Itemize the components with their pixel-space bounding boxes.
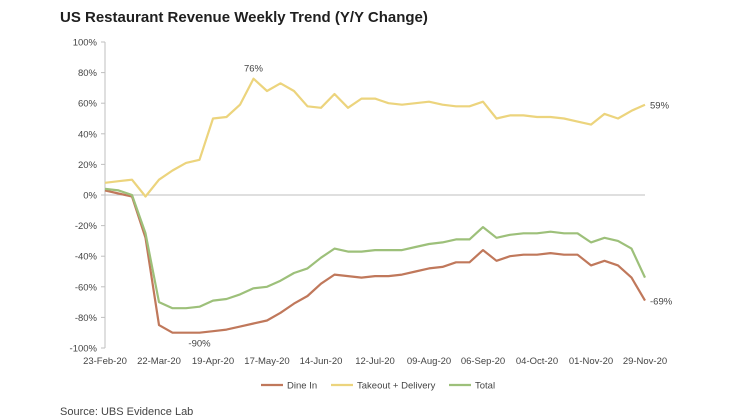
y-tick-label: -100% <box>70 344 98 355</box>
annotation-layer: 76% 59% -90% -69% <box>188 64 672 350</box>
legend-label: Dine In <box>287 381 317 392</box>
y-tick-label: -60% <box>75 282 98 293</box>
legend-item: Total <box>449 381 495 392</box>
x-tick-label: 04-Oct-20 <box>516 356 558 367</box>
legend: Dine In Takeout + Delivery Total <box>261 381 495 392</box>
series-layer <box>104 77 646 334</box>
data-label: -90% <box>188 339 211 350</box>
x-tick-label: 09-Aug-20 <box>407 356 451 367</box>
legend-label: Total <box>475 381 495 392</box>
x-tick-label: 12-Jul-20 <box>355 356 395 367</box>
y-tick-label: 0% <box>83 191 97 202</box>
data-label: 76% <box>244 64 264 75</box>
chart-title: US Restaurant Revenue Weekly Trend (Y/Y … <box>60 9 428 26</box>
y-tick-label: 100% <box>73 38 98 49</box>
series-line-takeout-delivery <box>104 77 646 198</box>
y-tick-label: -40% <box>75 252 98 263</box>
series-line-dine-in <box>104 189 646 334</box>
data-label: 59% <box>650 101 670 112</box>
data-label: -69% <box>650 297 673 308</box>
source-note: Source: UBS Evidence Lab <box>60 406 194 418</box>
x-axis: 23-Feb-20 22-Mar-20 19-Apr-20 17-May-20 14-J… <box>83 194 667 367</box>
y-tick-label: 80% <box>78 68 98 79</box>
y-tick-label: 40% <box>78 129 98 140</box>
y-axis: 100% 80% 60% 40% 20% 0% -20% -40% -60% -80% -100% <box>70 38 106 355</box>
x-tick-label: 29-Nov-20 <box>623 356 667 367</box>
x-tick-label: 06-Sep-20 <box>461 356 505 367</box>
y-tick-label: -20% <box>75 221 98 232</box>
x-tick-label: 23-Feb-20 <box>83 356 127 367</box>
legend-label: Takeout + Delivery <box>357 381 436 392</box>
x-tick-label: 14-Jun-20 <box>300 356 343 367</box>
series-line-total <box>104 187 646 310</box>
legend-item: Takeout + Delivery <box>331 381 436 392</box>
y-tick-label: 20% <box>78 160 98 171</box>
x-tick-label: 01-Nov-20 <box>569 356 613 367</box>
y-tick-label: -80% <box>75 313 98 324</box>
x-tick-label: 22-Mar-20 <box>137 356 181 367</box>
y-tick-label: 60% <box>78 99 98 110</box>
x-tick-label: 19-Apr-20 <box>192 356 234 367</box>
x-tick-label: 17-May-20 <box>244 356 289 367</box>
legend-item: Dine In <box>261 381 317 392</box>
